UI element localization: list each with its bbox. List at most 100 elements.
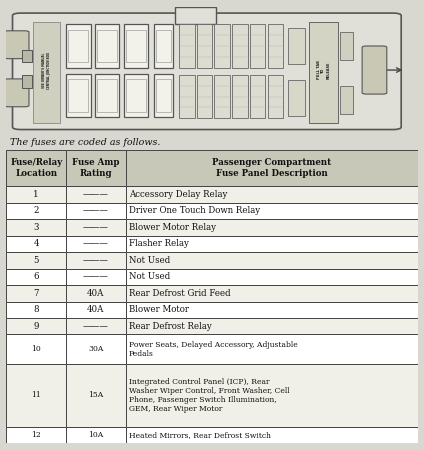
Bar bbox=[268, 75, 283, 118]
Text: 30A: 30A bbox=[88, 345, 103, 353]
Bar bbox=[340, 86, 353, 114]
Bar bbox=[6, 364, 66, 427]
Bar bbox=[66, 334, 126, 364]
Bar bbox=[66, 285, 126, 302]
Bar bbox=[66, 252, 126, 269]
Bar bbox=[6, 236, 66, 252]
Bar bbox=[68, 79, 88, 112]
FancyBboxPatch shape bbox=[362, 46, 387, 94]
Text: Passenger Compartment
Fuse Panel Description: Passenger Compartment Fuse Panel Descrip… bbox=[212, 158, 331, 178]
Bar bbox=[153, 74, 173, 117]
Bar bbox=[340, 32, 353, 60]
Bar bbox=[309, 22, 338, 123]
Bar bbox=[33, 22, 60, 123]
Bar bbox=[66, 202, 126, 219]
Text: PULL TAB
TO
RELEASE: PULL TAB TO RELEASE bbox=[317, 61, 330, 79]
Bar bbox=[179, 24, 195, 68]
Bar bbox=[126, 186, 418, 202]
Bar bbox=[268, 24, 283, 68]
Bar bbox=[126, 334, 418, 364]
Text: ———: ——— bbox=[83, 272, 109, 281]
Bar bbox=[175, 7, 216, 24]
Bar bbox=[97, 79, 117, 112]
FancyBboxPatch shape bbox=[13, 13, 401, 130]
Text: Driver One Touch Down Relay: Driver One Touch Down Relay bbox=[129, 207, 260, 216]
Text: 9: 9 bbox=[33, 322, 39, 331]
Bar bbox=[126, 318, 418, 334]
Bar bbox=[250, 75, 265, 118]
Text: 8: 8 bbox=[33, 305, 39, 314]
Bar bbox=[250, 24, 265, 68]
Text: Blower Motor Relay: Blower Motor Relay bbox=[129, 223, 216, 232]
Text: Fuse/Relay
Location: Fuse/Relay Location bbox=[10, 158, 62, 178]
Bar bbox=[126, 150, 418, 186]
Bar bbox=[95, 24, 120, 68]
Text: Rear Defrost Grid Feed: Rear Defrost Grid Feed bbox=[129, 289, 231, 298]
Text: 2: 2 bbox=[33, 207, 39, 216]
Text: 10: 10 bbox=[31, 345, 41, 353]
Bar bbox=[66, 427, 126, 443]
Bar bbox=[126, 79, 146, 112]
Text: SEE OWNER'S MANUAL
CENTRAL JUNCTION BOX: SEE OWNER'S MANUAL CENTRAL JUNCTION BOX bbox=[42, 52, 51, 89]
Text: 6: 6 bbox=[33, 272, 39, 281]
Text: 10A: 10A bbox=[88, 431, 103, 439]
Text: Blower Motor: Blower Motor bbox=[129, 305, 189, 314]
Bar bbox=[126, 302, 418, 318]
Text: ———: ——— bbox=[83, 207, 109, 216]
Text: Power Seats, Delayed Accessory, Adjustable
Pedals: Power Seats, Delayed Accessory, Adjustab… bbox=[129, 341, 298, 358]
Bar bbox=[6, 150, 66, 186]
Bar bbox=[197, 75, 212, 118]
Text: Fuse Amp
Rating: Fuse Amp Rating bbox=[72, 158, 120, 178]
Bar bbox=[126, 30, 146, 63]
Bar bbox=[6, 269, 66, 285]
Bar bbox=[6, 252, 66, 269]
FancyBboxPatch shape bbox=[4, 31, 29, 58]
Text: ———: ——— bbox=[83, 190, 109, 199]
Bar bbox=[126, 219, 418, 236]
Bar bbox=[66, 302, 126, 318]
Bar bbox=[66, 74, 91, 117]
Text: 40A: 40A bbox=[87, 305, 104, 314]
Bar bbox=[66, 318, 126, 334]
Bar bbox=[6, 219, 66, 236]
Text: 12: 12 bbox=[31, 431, 41, 439]
Bar bbox=[123, 74, 148, 117]
Bar bbox=[66, 150, 126, 186]
Bar bbox=[126, 269, 418, 285]
Bar bbox=[66, 269, 126, 285]
Bar bbox=[215, 24, 230, 68]
Bar bbox=[6, 202, 66, 219]
Text: 5: 5 bbox=[33, 256, 39, 265]
Text: The fuses are coded as follows.: The fuses are coded as follows. bbox=[11, 138, 161, 147]
Bar bbox=[6, 302, 66, 318]
Bar bbox=[66, 186, 126, 202]
Bar bbox=[153, 24, 173, 68]
Text: ———: ——— bbox=[83, 322, 109, 331]
Text: Not Used: Not Used bbox=[129, 272, 170, 281]
Bar bbox=[66, 236, 126, 252]
Bar bbox=[288, 80, 305, 116]
Bar bbox=[22, 50, 32, 63]
Bar bbox=[66, 24, 91, 68]
Bar bbox=[6, 285, 66, 302]
Bar bbox=[126, 427, 418, 443]
Bar bbox=[66, 219, 126, 236]
Bar bbox=[126, 364, 418, 427]
Bar bbox=[232, 75, 248, 118]
Text: ———: ——— bbox=[83, 223, 109, 232]
Bar bbox=[123, 24, 148, 68]
Text: 4: 4 bbox=[33, 239, 39, 248]
Bar bbox=[215, 75, 230, 118]
Text: ———: ——— bbox=[83, 256, 109, 265]
Bar bbox=[6, 318, 66, 334]
Text: 7: 7 bbox=[33, 289, 39, 298]
Bar bbox=[179, 75, 195, 118]
Bar bbox=[126, 202, 418, 219]
Text: 40A: 40A bbox=[87, 289, 104, 298]
Text: Integrated Control Panel (ICP), Rear
Washer Wiper Control, Front Washer, Cell
Ph: Integrated Control Panel (ICP), Rear Was… bbox=[129, 378, 290, 413]
Bar bbox=[126, 252, 418, 269]
Text: Flasher Relay: Flasher Relay bbox=[129, 239, 189, 248]
Bar bbox=[126, 236, 418, 252]
Text: 15A: 15A bbox=[88, 392, 103, 400]
Text: Rear Defrost Relay: Rear Defrost Relay bbox=[129, 322, 212, 331]
